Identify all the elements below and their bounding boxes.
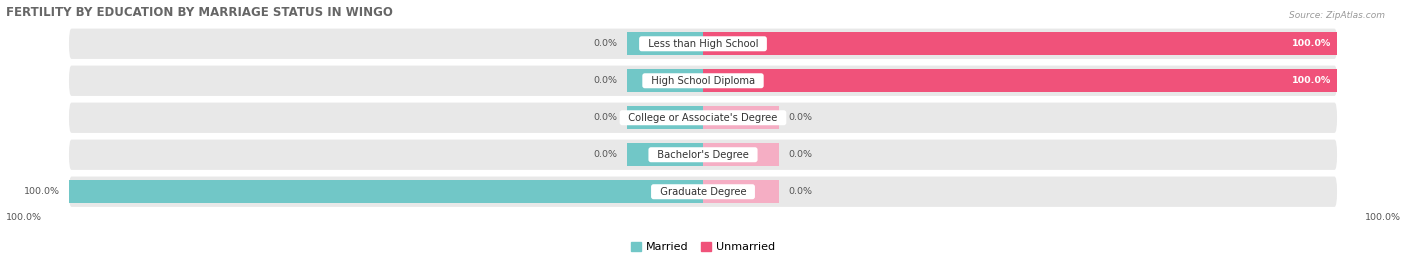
Text: College or Associate's Degree: College or Associate's Degree: [623, 113, 783, 123]
Text: Less than High School: Less than High School: [641, 39, 765, 49]
FancyBboxPatch shape: [69, 29, 1337, 59]
Text: 0.0%: 0.0%: [789, 187, 813, 196]
Bar: [69, 180, 703, 203]
Text: 100.0%: 100.0%: [1292, 76, 1330, 85]
Text: 0.0%: 0.0%: [789, 150, 813, 159]
Text: 0.0%: 0.0%: [593, 76, 617, 85]
Text: 100.0%: 100.0%: [1364, 213, 1400, 222]
Text: 0.0%: 0.0%: [593, 39, 617, 48]
Bar: [703, 69, 1337, 92]
Text: 100.0%: 100.0%: [6, 213, 42, 222]
Text: FERTILITY BY EDUCATION BY MARRIAGE STATUS IN WINGO: FERTILITY BY EDUCATION BY MARRIAGE STATU…: [6, 6, 392, 18]
Bar: [703, 106, 779, 129]
FancyBboxPatch shape: [69, 177, 1337, 207]
Text: Source: ZipAtlas.com: Source: ZipAtlas.com: [1289, 11, 1385, 20]
Text: Graduate Degree: Graduate Degree: [654, 187, 752, 197]
Text: High School Diploma: High School Diploma: [645, 76, 761, 86]
Bar: [627, 106, 703, 129]
FancyBboxPatch shape: [69, 140, 1337, 170]
Text: 100.0%: 100.0%: [1292, 39, 1330, 48]
Bar: [627, 143, 703, 166]
Bar: [703, 180, 779, 203]
Text: 100.0%: 100.0%: [24, 187, 59, 196]
Text: 0.0%: 0.0%: [789, 113, 813, 122]
Bar: [627, 32, 703, 55]
Text: 0.0%: 0.0%: [593, 150, 617, 159]
Bar: [627, 69, 703, 92]
Bar: [703, 32, 1337, 55]
Text: Bachelor's Degree: Bachelor's Degree: [651, 150, 755, 160]
FancyBboxPatch shape: [69, 103, 1337, 133]
Bar: [703, 143, 779, 166]
Legend: Married, Unmarried: Married, Unmarried: [627, 237, 779, 256]
FancyBboxPatch shape: [69, 66, 1337, 96]
Text: 0.0%: 0.0%: [593, 113, 617, 122]
